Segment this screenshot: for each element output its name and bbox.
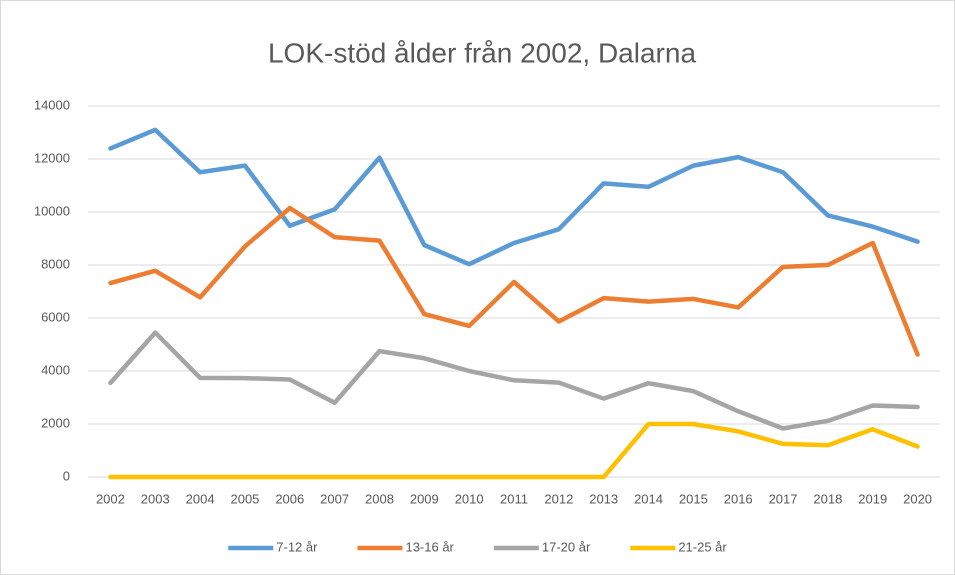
x-tick-label: 2003 [141,491,170,506]
series-line [108,205,920,357]
x-tick-label: 2012 [544,491,573,506]
x-tick-label: 2017 [769,491,798,506]
x-tick-label: 2011 [500,491,528,506]
x-tick-label: 2016 [724,491,753,506]
x-tick-label: 2015 [679,491,708,506]
x-tick-label: 2007 [320,491,349,506]
series-line [108,330,920,431]
y-tick-label: 6000 [41,309,70,324]
y-tick-label: 8000 [41,256,70,271]
x-tick-label: 2004 [186,491,215,506]
x-tick-label: 2002 [96,491,125,506]
legend-label: 17-20 år [542,539,591,554]
series-line [108,127,920,267]
x-tick-label: 2018 [813,491,842,506]
series-line [108,421,920,480]
legend-label: 13-16 år [405,539,454,554]
y-tick-label: 14000 [34,97,70,112]
x-tick-label: 2020 [903,491,932,506]
x-tick-label: 2005 [230,491,259,506]
x-tick-label: 2009 [410,491,439,506]
legend-label: 7-12 år [276,539,318,554]
x-tick-label: 2008 [365,491,394,506]
y-tick-label: 2000 [41,415,70,430]
y-tick-label: 10000 [34,203,70,218]
x-tick-label: 2006 [275,491,304,506]
chart-title: LOK-stöd ålder från 2002, Dalarna [268,37,696,68]
legend-label: 21-25 år [678,539,727,554]
x-tick-label: 2014 [634,491,663,506]
y-tick-label: 12000 [34,150,70,165]
y-tick-label: 4000 [41,362,70,377]
x-tick-label: 2010 [455,491,484,506]
x-tick-label: 2013 [589,491,618,506]
x-tick-label: 2019 [858,491,887,506]
y-tick-label: 0 [63,468,70,483]
